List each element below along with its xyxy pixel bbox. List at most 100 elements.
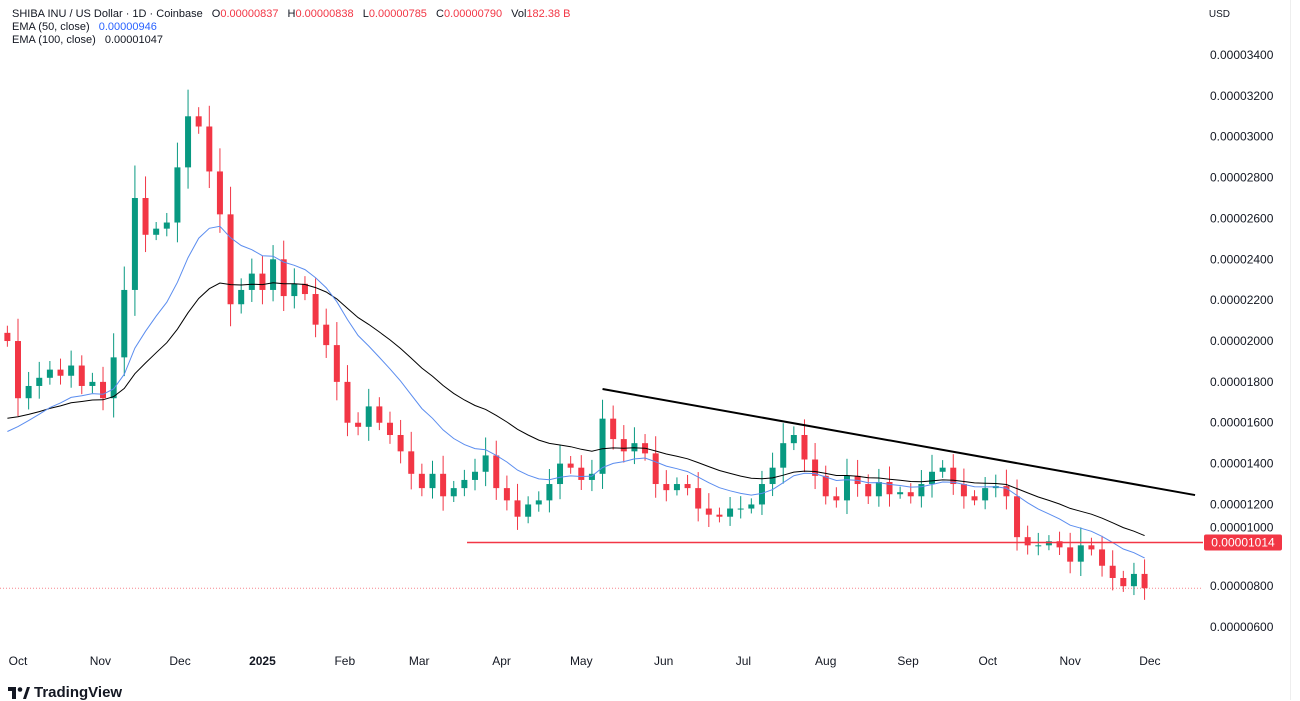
candle-body [971,496,978,501]
tradingview-logo[interactable]: TradingView [8,684,122,701]
candle-body [365,406,372,427]
candle-body [312,294,319,325]
symbol-title[interactable]: SHIBA INU / US Dollar · 1D · Coinbase [12,8,203,20]
candle-body [960,484,967,497]
candle-body [248,273,255,290]
candle-body [376,406,383,423]
candle-body [131,198,138,290]
candle-body [472,471,479,480]
candle-body [68,365,75,376]
candle-body [57,369,64,376]
ema50-row[interactable]: EMA (50, close) 0.00000946 [12,21,570,34]
candle-body [907,492,914,497]
y-tick-label: 0.00002800 [1210,171,1274,185]
descending-trendline [602,388,1196,497]
candle-body [1120,578,1127,587]
y-tick-label: 0.00002600 [1210,211,1274,225]
candle-body [25,385,32,399]
candle-body [727,508,734,517]
candle-body [780,443,787,468]
x-tick-label: Dec [169,654,190,668]
candle-body [875,481,882,497]
candle-body [599,418,606,474]
candle-body [897,492,904,495]
x-tick-label: May [570,654,593,668]
candle-body [567,463,574,468]
candle-body [408,451,415,474]
candle-body [121,289,128,358]
candle-body [206,126,213,172]
candle-body [503,488,510,501]
candle-body [291,283,298,297]
candle-body [801,434,808,460]
y-tick-label: 0.00001600 [1210,416,1274,430]
price-axis-border [1290,0,1291,700]
currency-label[interactable]: USD [1208,9,1230,20]
y-tick-label: 0.00000800 [1210,579,1274,593]
high-value: 0.00000838 [295,8,354,20]
candle-body [525,504,532,517]
x-tick-label: Mar [409,654,430,668]
candle-body [1024,537,1031,546]
x-tick-label: Nov [1060,654,1081,668]
candle-body [110,357,117,399]
volume-value: 182.38 B [526,8,571,20]
candle-body [588,473,595,480]
candle-body [259,273,266,290]
candle-body [440,473,447,497]
candle-body [153,228,160,235]
candle-body [36,377,43,386]
candle-body [620,439,627,452]
candle-body [822,475,829,497]
candle-body [748,504,755,509]
y-tick-label: 0.00002400 [1210,252,1274,266]
high-label: H [287,8,296,20]
close-label: C [436,8,444,20]
x-tick-label: Feb [334,654,355,668]
candle-body [46,369,53,378]
candle-body [78,365,85,386]
candle-body [174,167,181,223]
candle-body [163,222,170,229]
candle-body [918,484,925,497]
x-tick-label: Oct [9,654,28,668]
candle-body [386,422,393,435]
open-label: O [211,8,221,20]
y-tick-label: 0.00001000 [1210,520,1274,534]
y-tick-label: 0.00002200 [1210,293,1274,307]
candle-body [450,488,457,497]
x-tick-label: Jul [736,654,751,668]
candle-body [716,514,723,517]
ema50-line [7,225,1145,559]
low-value: 0.00000785 [368,8,427,20]
x-tick-label: Apr [492,654,511,668]
candle-body [418,473,425,489]
candle-body [929,471,936,485]
chart-legend: SHIBA INU / US Dollar · 1D · Coinbase O 0… [12,8,570,47]
tradingview-logo-icon [8,686,30,699]
y-tick-label: 0.00000600 [1210,620,1274,634]
y-tick-label: 0.00001800 [1210,375,1274,389]
x-tick-label: Aug [815,654,836,668]
ohlc-row: SHIBA INU / US Dollar · 1D · Coinbase O 0… [12,8,570,21]
candle-body [631,443,638,452]
logo-text: TradingView [34,684,123,701]
candle-body [833,496,840,501]
candle-body [557,463,564,485]
candle-body [333,345,340,382]
x-tick-label: Nov [90,654,111,668]
ema100-row[interactable]: EMA (100, close) 0.00001047 [12,34,570,47]
candle-body [790,434,797,444]
candle-body [514,500,521,517]
y-tick-label: 0.00003400 [1210,48,1274,62]
candle-body [812,459,819,476]
candle-body [1056,541,1063,548]
candle-body [663,484,670,491]
candle-body [1141,573,1148,589]
candle-body [397,434,404,452]
candle-body [705,508,712,515]
ema100-label: EMA (100, close) [12,34,96,46]
support-level-label: 0.00001014 [1211,535,1275,549]
candle-body [673,484,680,491]
